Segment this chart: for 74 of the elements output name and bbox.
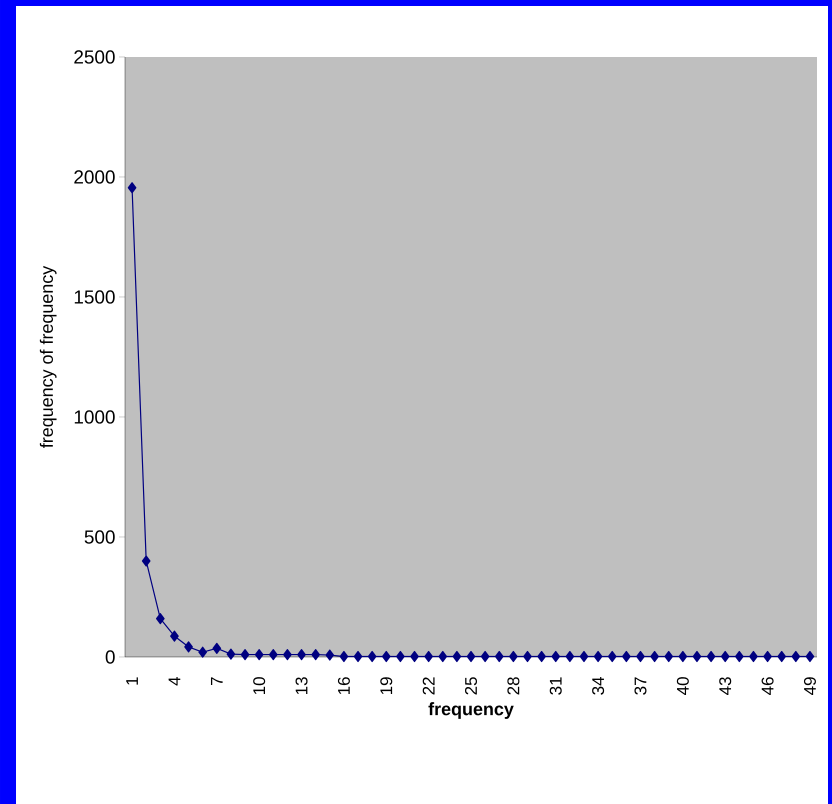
point [622, 650, 631, 662]
x-tick-label: 7 [210, 677, 223, 686]
point [283, 648, 292, 660]
point [480, 650, 490, 662]
point [706, 650, 716, 662]
point [198, 646, 208, 658]
y-tick-label: 500 [84, 530, 115, 544]
x-tick-label: 34 [592, 677, 604, 695]
x-axis-title: frequency [428, 702, 514, 719]
y-tick-label: 2000 [74, 170, 115, 184]
y-axis-title: frequency of frequency [40, 266, 57, 448]
point [142, 555, 151, 567]
point [636, 650, 645, 662]
point [509, 650, 518, 662]
x-tick-label: 4 [168, 677, 180, 686]
point [212, 642, 222, 654]
point [240, 648, 250, 660]
y-tick-label: 1500 [74, 290, 115, 304]
x-tick-label: 16 [338, 677, 350, 694]
point [128, 182, 136, 194]
point [297, 648, 306, 660]
point [678, 650, 688, 662]
point [268, 648, 278, 660]
point [650, 650, 659, 662]
x-tick-label: 37 [634, 677, 646, 695]
x-tick-label: 1 [126, 677, 138, 685]
point [763, 650, 772, 662]
x-tick-label: 13 [296, 677, 308, 694]
point [494, 650, 504, 662]
point [692, 650, 702, 662]
point [254, 648, 264, 660]
point [734, 650, 744, 662]
x-tick-label: 40 [676, 677, 689, 695]
x-tick-label: 22 [422, 677, 435, 694]
point [452, 650, 462, 662]
point [226, 648, 236, 660]
point [791, 650, 800, 662]
point [749, 650, 758, 662]
point [806, 650, 814, 662]
point [410, 650, 419, 662]
point [608, 650, 617, 662]
point [720, 650, 730, 662]
point [777, 650, 786, 662]
x-tick-label: 25 [465, 677, 478, 694]
x-tick-label: 31 [550, 677, 562, 695]
y-tick-label: 1000 [74, 410, 115, 424]
point [340, 650, 348, 662]
point [566, 650, 574, 662]
point [466, 650, 476, 662]
point [156, 612, 165, 624]
y-tick-label: 2500 [74, 50, 115, 64]
point [551, 650, 560, 662]
point [325, 649, 334, 661]
point [396, 650, 405, 662]
point [354, 650, 362, 662]
point [368, 650, 376, 662]
point [424, 650, 433, 662]
point [664, 650, 674, 662]
x-tick-label: 10 [253, 677, 266, 694]
point [382, 650, 391, 662]
x-tick-label: 49 [804, 677, 816, 695]
point [184, 641, 193, 653]
x-tick-label: 19 [380, 677, 392, 694]
point [580, 650, 588, 662]
x-tick-label: 43 [719, 677, 732, 695]
x-tick-label: 46 [762, 677, 774, 695]
point [438, 650, 448, 662]
x-tick-label: 28 [507, 677, 520, 694]
point [170, 630, 179, 642]
point [594, 650, 602, 662]
point [311, 648, 320, 660]
y-tick-label: 0 [106, 650, 115, 664]
point [523, 650, 532, 662]
point [537, 650, 546, 662]
